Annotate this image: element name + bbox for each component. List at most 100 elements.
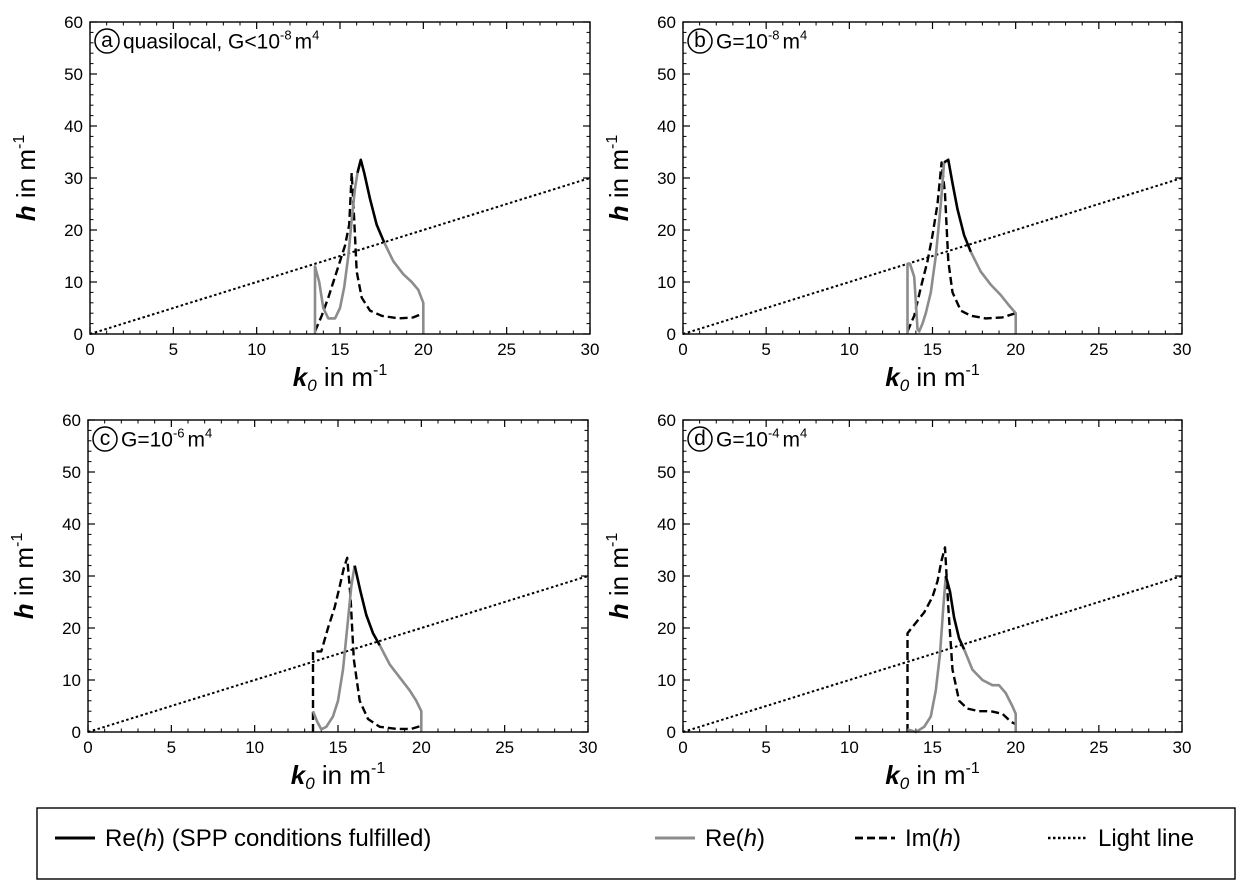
chart-panel-b: 0 5 10 15 20 25 30 0 10 20 30 40 50 60 b G=10-8 m4 k0 in …: [604, 13, 1191, 395]
y-tick-label: 60: [64, 13, 83, 32]
x-axis-label: k0 in m-1: [885, 362, 980, 395]
y-tick-label: 0: [72, 723, 81, 742]
y-tick-label: 10: [657, 671, 676, 690]
y-tick-label: 10: [64, 273, 83, 292]
x-tick-label: 0: [85, 340, 94, 359]
y-tick-label: 30: [64, 169, 83, 188]
x-axis-label: k0 in m-1: [291, 760, 386, 793]
series-line-re-gray: [907, 575, 948, 734]
y-axis-label: h in m-1: [604, 135, 634, 222]
y-axis-label: h in m-1: [604, 533, 634, 620]
panel-letter: b: [694, 29, 706, 52]
legend-item-im: Im(h): [855, 825, 961, 852]
x-tick-label: 10: [247, 340, 266, 359]
x-tick-label: 15: [329, 738, 348, 757]
x-tick-label: 20: [1006, 738, 1025, 757]
x-tick-label: 15: [331, 340, 350, 359]
y-tick-label: 10: [62, 671, 81, 690]
panel-annotation: G=10-8 m4: [716, 28, 807, 54]
plot-frame: [682, 21, 1183, 335]
series-line-re-spp: [353, 565, 381, 646]
series-line-im: [311, 556, 422, 732]
x-tick-label: 10: [840, 340, 859, 359]
legend-label: Light line: [1098, 825, 1194, 852]
legend-label: Re(h): [705, 825, 765, 852]
legend-item-re-gray: Re(h): [655, 825, 765, 852]
y-axis-label: h in m-1: [11, 135, 41, 222]
y-tick-label: 50: [657, 463, 676, 482]
y-tick-label: 50: [64, 65, 83, 84]
y-tick-label: 60: [657, 411, 676, 430]
y-tick-label: 20: [64, 221, 83, 240]
y-tick-label: 10: [657, 273, 676, 292]
series-line-re-spp: [943, 158, 973, 253]
x-tick-label: 30: [579, 738, 598, 757]
legend-box: [36, 807, 1236, 880]
panel-letter: a: [101, 29, 113, 52]
panel-badge: [94, 28, 120, 54]
x-axis-label: k0 in m-1: [293, 362, 388, 395]
x-tick-label: 30: [1173, 340, 1192, 359]
x-tick-label: 30: [581, 340, 600, 359]
y-tick-label: 30: [62, 567, 81, 586]
x-tick-label: 30: [1173, 738, 1192, 757]
y-tick-label: 40: [62, 515, 81, 534]
x-tick-label: 10: [840, 738, 859, 757]
y-tick-label: 40: [657, 515, 676, 534]
y-tick-label: 40: [657, 117, 676, 136]
y-tick-label: 60: [657, 13, 676, 32]
series-line-light: [89, 177, 591, 335]
x-tick-label: 20: [1006, 340, 1025, 359]
x-tick-label: 25: [495, 738, 514, 757]
series-line-light: [87, 575, 589, 733]
y-tick-label: 0: [667, 723, 676, 742]
y-axis-label: h in m-1: [9, 533, 39, 620]
y-tick-label: 30: [657, 169, 676, 188]
x-tick-label: 25: [1089, 738, 1108, 757]
x-tick-label: 0: [83, 738, 92, 757]
y-tick-label: 0: [667, 325, 676, 344]
x-tick-label: 20: [414, 340, 433, 359]
series-line-re-gray: [906, 162, 946, 334]
y-tick-label: 20: [657, 619, 676, 638]
x-tick-label: 5: [761, 340, 770, 359]
x-axis-label: k0 in m-1: [885, 760, 980, 793]
y-tick-label: 50: [62, 463, 81, 482]
chart-panel-a: 0 5 10 15 20 25 30 0 10 20 30 40 50 60 a quasilocal, G<…: [11, 13, 599, 395]
legend-label: Re(h) (SPP conditions fulfilled): [105, 825, 431, 852]
series-line-re-gray: [962, 648, 1018, 732]
y-tick-label: 20: [62, 619, 81, 638]
plot-frame: [682, 419, 1183, 733]
x-tick-label: 15: [923, 340, 942, 359]
x-tick-label: 15: [923, 738, 942, 757]
series-line-re-gray: [969, 251, 1018, 334]
panel-badge: [687, 426, 713, 452]
legend-item-re-spp: Re(h) (SPP conditions fulfilled): [55, 825, 431, 852]
x-tick-label: 25: [1089, 340, 1108, 359]
panel-letter: d: [694, 427, 706, 450]
legend: Re(h) (SPP conditions fulfilled) Re(h) Im(…: [36, 807, 1236, 880]
panel-badge: [687, 28, 713, 54]
x-tick-label: 5: [169, 340, 178, 359]
series-line-re-spp: [944, 575, 966, 650]
series-line-re-gray: [313, 172, 359, 334]
panel-letter: c: [100, 427, 111, 450]
series-line-re-gray: [378, 644, 423, 732]
plot-frame: [89, 21, 591, 335]
series-line-re-gray: [311, 565, 356, 731]
chart-panel-c: 0 5 10 15 20 25 30 0 10 20 30 40 50 60 c G=10-6 m4 k0 in …: [9, 411, 597, 793]
x-tick-label: 20: [412, 738, 431, 757]
series-line-re-gray: [383, 241, 425, 334]
y-tick-label: 40: [64, 117, 83, 136]
series-line-light: [682, 177, 1183, 335]
series-line-im: [906, 161, 1017, 332]
y-tick-label: 60: [62, 411, 81, 430]
y-tick-label: 20: [657, 221, 676, 240]
plot-frame: [87, 419, 589, 733]
legend-item-light: Light line: [1048, 825, 1194, 852]
series-line-im: [906, 546, 1017, 732]
y-tick-label: 50: [657, 65, 676, 84]
panel-badge: [92, 426, 118, 452]
y-tick-label: 30: [657, 567, 676, 586]
